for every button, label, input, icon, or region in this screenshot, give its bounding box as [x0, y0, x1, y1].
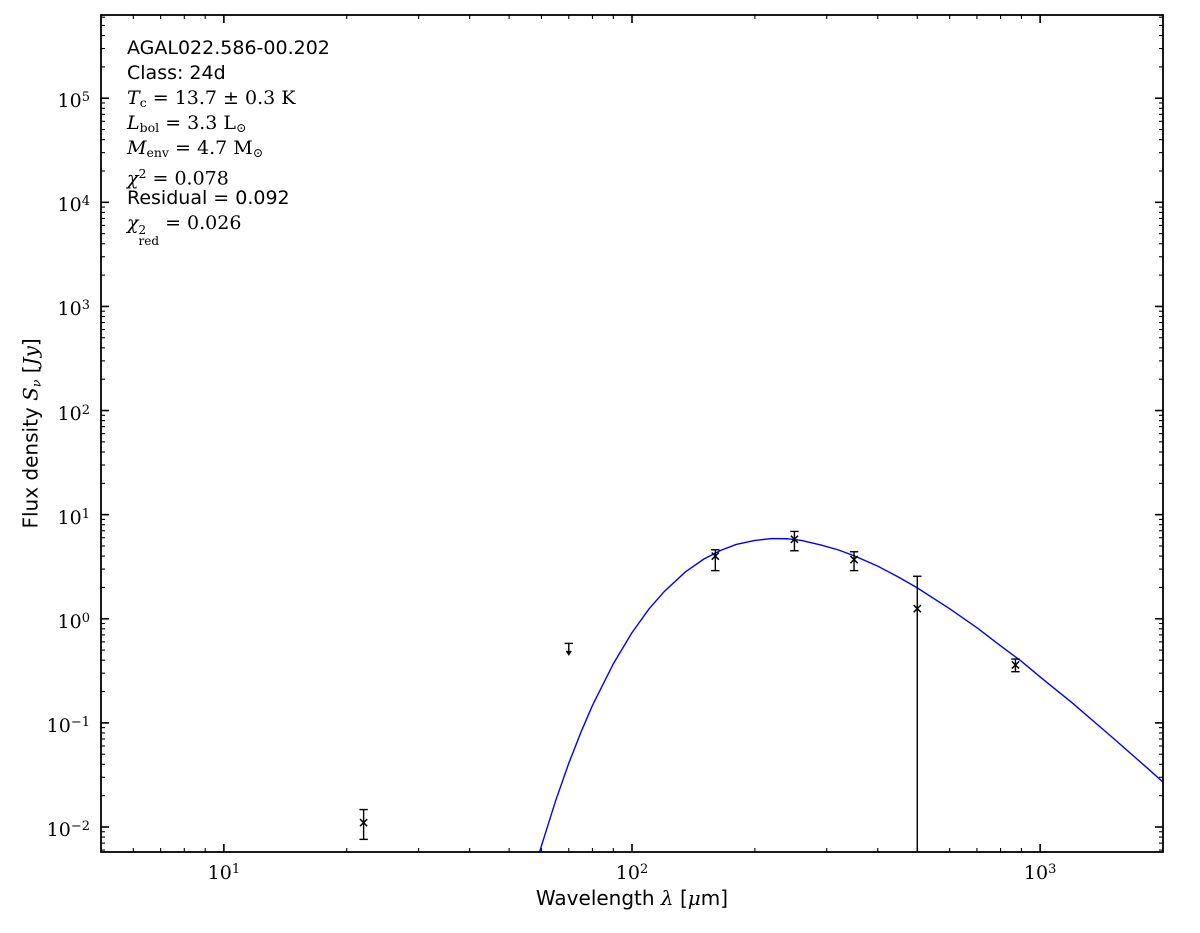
text-segment: = 3.3 L	[159, 112, 237, 134]
data-point-marker	[849, 555, 859, 564]
text-segment: Flux density	[18, 400, 43, 529]
data-point-marker	[790, 535, 799, 544]
y-tick-label: 10−2	[46, 818, 90, 841]
text-segment: [	[673, 886, 688, 910]
annotation-line-7: χ 2 red = 0.026	[127, 211, 330, 247]
annotation-line-0: AGAL022.586-00.202	[127, 36, 330, 61]
data-point-marker	[711, 551, 720, 561]
y-tick-label: 105	[57, 90, 90, 113]
y-tick-label: 102	[57, 402, 90, 425]
text-segment: ν	[28, 379, 44, 388]
text-segment: Residual = 0.092	[127, 187, 290, 209]
annotation-block: AGAL022.586-00.202 Class: 24d Tc = 13.7 ± …	[127, 36, 330, 247]
text-segment: c	[139, 94, 147, 110]
annotation-line-3: Lbol = 3.3 L⊙	[127, 111, 330, 136]
text-segment: = 13.7 ± 0.3 K	[146, 87, 296, 109]
text-segment: bol	[139, 119, 160, 135]
text-segment: = 0.078	[146, 167, 229, 190]
text-segment: λ	[660, 886, 674, 910]
text-segment: Jy	[18, 346, 43, 366]
annotation-line-5: χ2 = 0.078	[127, 161, 330, 190]
annotation-line-1: Class: 24d	[127, 61, 330, 86]
upper-limit-arrowhead	[565, 650, 572, 656]
annotation-line-6: Residual = 0.092	[127, 186, 330, 211]
text-segment: χ	[127, 167, 139, 190]
x-tick-label: 103	[1023, 861, 1057, 884]
text-segment: m]	[700, 886, 729, 910]
annotation-line-4: Menv = 4.7 M⊙	[127, 136, 330, 161]
data-point-marker	[359, 818, 368, 827]
y-tick-label: 104	[57, 194, 90, 217]
x-axis-label: Wavelength λ [μm]	[432, 886, 832, 910]
data-point-marker	[1011, 660, 1020, 670]
y-axis-label: Flux density Sν [Jy]	[19, 233, 44, 633]
text-segment: Class: 24d	[127, 62, 226, 84]
y-tick-label: 10−1	[46, 714, 90, 737]
y-tick-label: 100	[57, 610, 90, 633]
axes-frame	[100, 14, 1164, 853]
text-segment: 2	[138, 166, 147, 181]
y-tick-label: 103	[57, 298, 90, 321]
supsub-stack: 2 red	[138, 223, 160, 249]
text-segment: μ	[687, 886, 701, 910]
text-segment: S	[18, 387, 43, 401]
text-segment: env	[146, 144, 169, 160]
text-segment: T	[127, 87, 140, 109]
annotation-line-2: Tc = 13.7 ± 0.3 K	[127, 86, 330, 111]
text-segment: ⊙	[236, 119, 247, 135]
y-tick-label: 101	[57, 506, 90, 529]
text-segment: L	[127, 112, 140, 134]
text-segment: AGAL022.586-00.202	[127, 37, 330, 59]
x-tick-label: 102	[615, 861, 649, 884]
data-point-marker	[913, 604, 922, 613]
greybody-fit-curve	[538, 537, 1163, 852]
text-segment: Wavelength	[535, 886, 661, 910]
text-segment: χ	[127, 212, 139, 234]
text-segment: = 4.7 M	[168, 137, 253, 159]
text-segment: ]	[18, 338, 43, 347]
text-segment: ⊙	[252, 144, 264, 160]
text-segment: = 0.026	[159, 212, 242, 234]
text-segment: [	[18, 365, 43, 380]
x-tick-label: 101	[207, 861, 241, 884]
text-segment: M	[127, 137, 147, 159]
